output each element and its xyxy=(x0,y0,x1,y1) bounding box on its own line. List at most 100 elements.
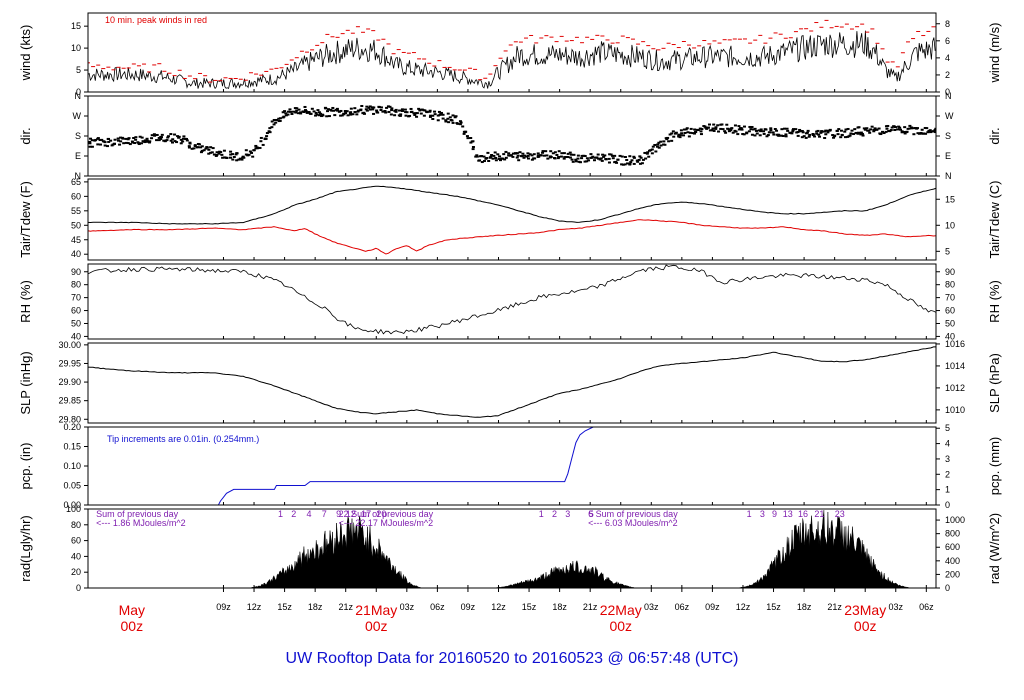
dir-mark xyxy=(286,113,290,116)
dir-mark xyxy=(436,119,440,122)
dir-mark xyxy=(781,134,785,137)
dir-mark xyxy=(404,114,408,117)
y-tick-label-right: 6 xyxy=(945,36,950,46)
x-tick-label: 06z xyxy=(919,602,934,612)
dir-mark xyxy=(748,125,752,128)
dir-mark xyxy=(536,154,540,157)
rad-hour-label: 2 xyxy=(552,509,557,519)
dir-mark xyxy=(638,155,642,158)
dir-mark xyxy=(933,129,936,132)
dir-mark xyxy=(727,128,731,131)
dir-mark xyxy=(305,111,309,114)
dir-mark xyxy=(346,114,350,117)
x-tick-label: 03z xyxy=(889,602,904,612)
y-tick-label-right: W xyxy=(945,111,954,121)
dir-mark xyxy=(853,128,857,131)
dir-mark xyxy=(228,156,232,159)
dir-mark xyxy=(817,133,821,136)
dir-mark xyxy=(734,130,738,133)
dir-mark xyxy=(323,106,327,109)
dir-mark xyxy=(446,112,450,115)
y-axis-label-right: dir. xyxy=(987,127,1002,144)
dir-mark xyxy=(261,143,265,146)
dir-mark xyxy=(700,128,704,131)
rad-sum-note: <--- 22.17 MJoules/m^2 xyxy=(339,518,434,528)
dir-mark xyxy=(209,146,213,149)
dir-mark xyxy=(912,133,916,136)
dir-mark xyxy=(297,108,301,111)
dir-mark xyxy=(502,153,506,156)
dir-mark xyxy=(96,143,100,146)
dir-mark xyxy=(317,114,321,117)
dir-mark xyxy=(786,129,790,132)
dir-mark xyxy=(523,154,527,157)
dir-mark xyxy=(869,128,873,131)
dir-mark xyxy=(278,117,282,120)
y-tick-label: 60 xyxy=(71,536,81,546)
y-tick-label-right: 1 xyxy=(945,485,950,495)
dir-mark xyxy=(863,128,867,131)
dir-mark xyxy=(870,125,874,128)
dir-mark xyxy=(134,138,138,141)
dir-mark xyxy=(173,140,177,143)
dir-mark xyxy=(127,137,131,140)
dir-mark xyxy=(689,127,693,130)
dir-mark xyxy=(590,156,594,159)
y-tick-label: 0.20 xyxy=(63,422,81,432)
dir-mark xyxy=(546,157,550,160)
dir-mark xyxy=(568,156,572,159)
dir-mark xyxy=(474,155,478,158)
dir-mark xyxy=(171,138,175,141)
y-tick-label: 65 xyxy=(71,177,81,187)
dir-mark xyxy=(428,115,432,118)
dir-mark xyxy=(727,130,731,133)
dir-mark xyxy=(915,127,919,130)
dir-mark xyxy=(555,153,559,156)
dir-mark xyxy=(639,156,643,159)
dir-mark xyxy=(431,118,435,121)
dir-mark xyxy=(238,157,242,160)
rad-hour-label: 23 xyxy=(835,509,845,519)
dir-mark xyxy=(585,157,589,160)
dir-mark xyxy=(571,160,575,163)
dir-mark xyxy=(422,114,426,117)
dir-mark xyxy=(480,161,484,164)
dir-mark xyxy=(469,141,473,144)
dir-mark xyxy=(124,137,128,140)
dir-mark xyxy=(116,139,120,142)
y-tick-label-right: 600 xyxy=(945,542,960,552)
dir-mark xyxy=(556,157,560,160)
dir-mark xyxy=(824,133,828,136)
dir-mark xyxy=(693,132,697,135)
dir-mark xyxy=(384,111,388,114)
dir-mark xyxy=(147,141,151,144)
y-tick-label: 55 xyxy=(71,206,81,216)
x-tick-label: 18z xyxy=(552,602,567,612)
dir-mark xyxy=(801,131,805,134)
dir-mark xyxy=(377,106,381,109)
dir-mark xyxy=(666,136,670,139)
dir-mark xyxy=(934,127,936,130)
dir-mark xyxy=(326,110,330,113)
dir-mark xyxy=(768,131,772,134)
dir-mark xyxy=(680,132,684,135)
dir-mark xyxy=(265,132,269,135)
dir-mark xyxy=(591,155,595,158)
y-tick-label: 100 xyxy=(66,504,81,514)
dir-mark xyxy=(862,127,866,130)
dir-mark xyxy=(737,125,741,128)
dir-mark xyxy=(308,112,312,115)
dir-mark xyxy=(762,132,766,135)
dir-mark xyxy=(439,111,443,114)
dir-mark xyxy=(385,106,389,109)
series-wind-wind-speed xyxy=(88,30,936,90)
radiation-fill xyxy=(88,510,936,588)
dir-mark xyxy=(751,128,755,131)
dir-mark xyxy=(636,160,640,163)
panel-pcp xyxy=(84,426,940,506)
dir-mark xyxy=(887,130,891,133)
dir-mark xyxy=(615,161,619,164)
dir-mark xyxy=(782,127,786,130)
dir-mark xyxy=(403,108,407,111)
dir-mark xyxy=(437,110,441,113)
